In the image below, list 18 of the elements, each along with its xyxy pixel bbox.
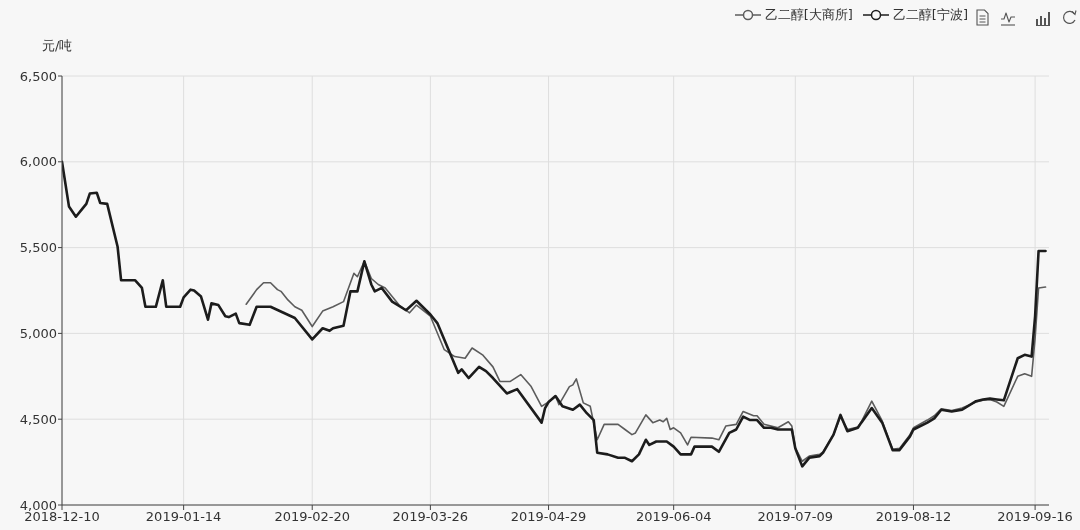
x-tick-label: 2019-08-12 — [875, 509, 952, 525]
x-tick-label: 2019-03-26 — [392, 509, 469, 525]
x-tick-label: 2019-04-29 — [510, 509, 587, 525]
x-tick-label: 2019-09-16 — [997, 509, 1073, 525]
y-tick-label: 4,500 — [19, 411, 57, 427]
y-tick-label: 5,000 — [19, 326, 57, 342]
y-axis-title: 元/吨 — [42, 37, 73, 55]
x-tick-label: 2019-02-20 — [274, 509, 351, 525]
legend-label: 乙二醇[宁波] — [892, 6, 968, 24]
x-tick-label: 2019-06-04 — [635, 509, 712, 525]
x-tick-label: 2019-07-09 — [757, 509, 834, 525]
y-tick-label: 6,500 — [19, 68, 57, 84]
legend-label: 乙二醇[大商所] — [764, 6, 853, 24]
x-tick-label: 2019-01-14 — [145, 509, 222, 525]
y-tick-label: 5,500 — [19, 240, 57, 256]
y-tick-label: 6,000 — [19, 154, 57, 170]
y-tick-label: 4,000 — [19, 497, 57, 513]
line-series — [62, 160, 1047, 468]
